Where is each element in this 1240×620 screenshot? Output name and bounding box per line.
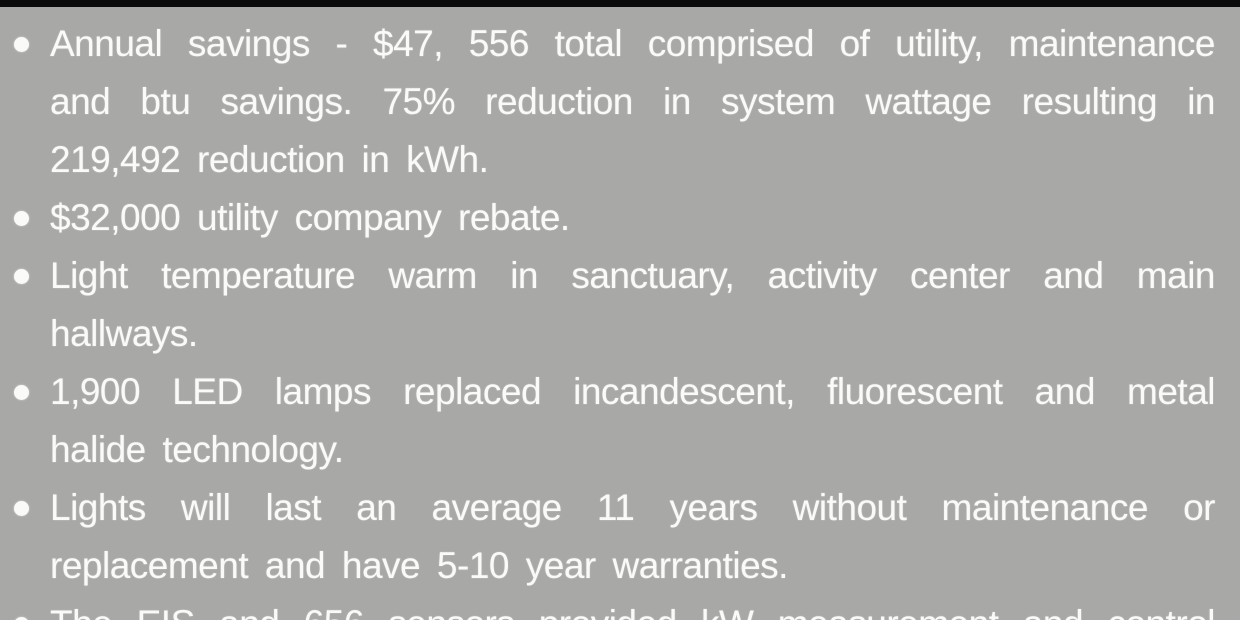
bullet-item: The EIS and 656 sensors provided kW meas… xyxy=(0,595,1216,620)
bullet-line: hallways. xyxy=(50,313,198,354)
bullet-dot-icon xyxy=(14,211,29,226)
bullet-item: $32,000 utility company rebate. xyxy=(0,189,1215,247)
bullet-lines: The EIS and 656 sensors provided kW meas… xyxy=(50,595,1216,620)
bullet-dot-icon xyxy=(14,269,29,284)
bullet-line: halide technology. xyxy=(50,429,344,470)
bullet-line: Annual savings - $47, 556 total comprise… xyxy=(50,23,1216,64)
bullet-line: The EIS and 656 sensors provided kW meas… xyxy=(50,595,1216,620)
letterbox-bar xyxy=(0,0,1240,7)
bullet-dot-icon xyxy=(14,385,29,400)
bullet-line: and btu savings. 75% reduction in system… xyxy=(50,81,1216,122)
bullet-lines: $32,000 utility company rebate. xyxy=(50,189,1215,247)
bullet-lines: Annual savings - $47, 556 total comprise… xyxy=(50,15,1216,189)
bullet-line: $32,000 utility company rebate. xyxy=(50,197,570,238)
bullet-item: 1,900 LED lamps replaced incandescent, f… xyxy=(0,363,1216,479)
bullet-item: Annual savings - $47, 556 total comprise… xyxy=(0,15,1216,189)
bullet-dot-icon xyxy=(14,617,29,620)
bullet-line: 1,900 LED lamps replaced incandescent, f… xyxy=(50,371,1216,412)
bullet-line: 219,492 reduction in kWh. xyxy=(50,139,489,180)
bullet-lines: 1,900 LED lamps replaced incandescent, f… xyxy=(50,363,1216,479)
bullet-line: replacement and have 5-10 year warrantie… xyxy=(50,545,788,586)
bullet-lines: Light temperature warm in sanctuary, act… xyxy=(50,247,1216,363)
bullet-item: Light temperature warm in sanctuary, act… xyxy=(0,247,1216,363)
bullet-item: Lights will last an average 11 years wit… xyxy=(0,479,1216,595)
bullet-lines: Lights will last an average 11 years wit… xyxy=(50,479,1216,595)
bullet-dot-icon xyxy=(14,501,29,516)
bullet-dot-icon xyxy=(14,37,29,52)
bullet-line: Light temperature warm in sanctuary, act… xyxy=(50,255,1216,296)
bullet-line: Lights will last an average 11 years wit… xyxy=(50,487,1216,528)
bullet-list: Annual savings - $47, 556 total comprise… xyxy=(0,7,1240,620)
